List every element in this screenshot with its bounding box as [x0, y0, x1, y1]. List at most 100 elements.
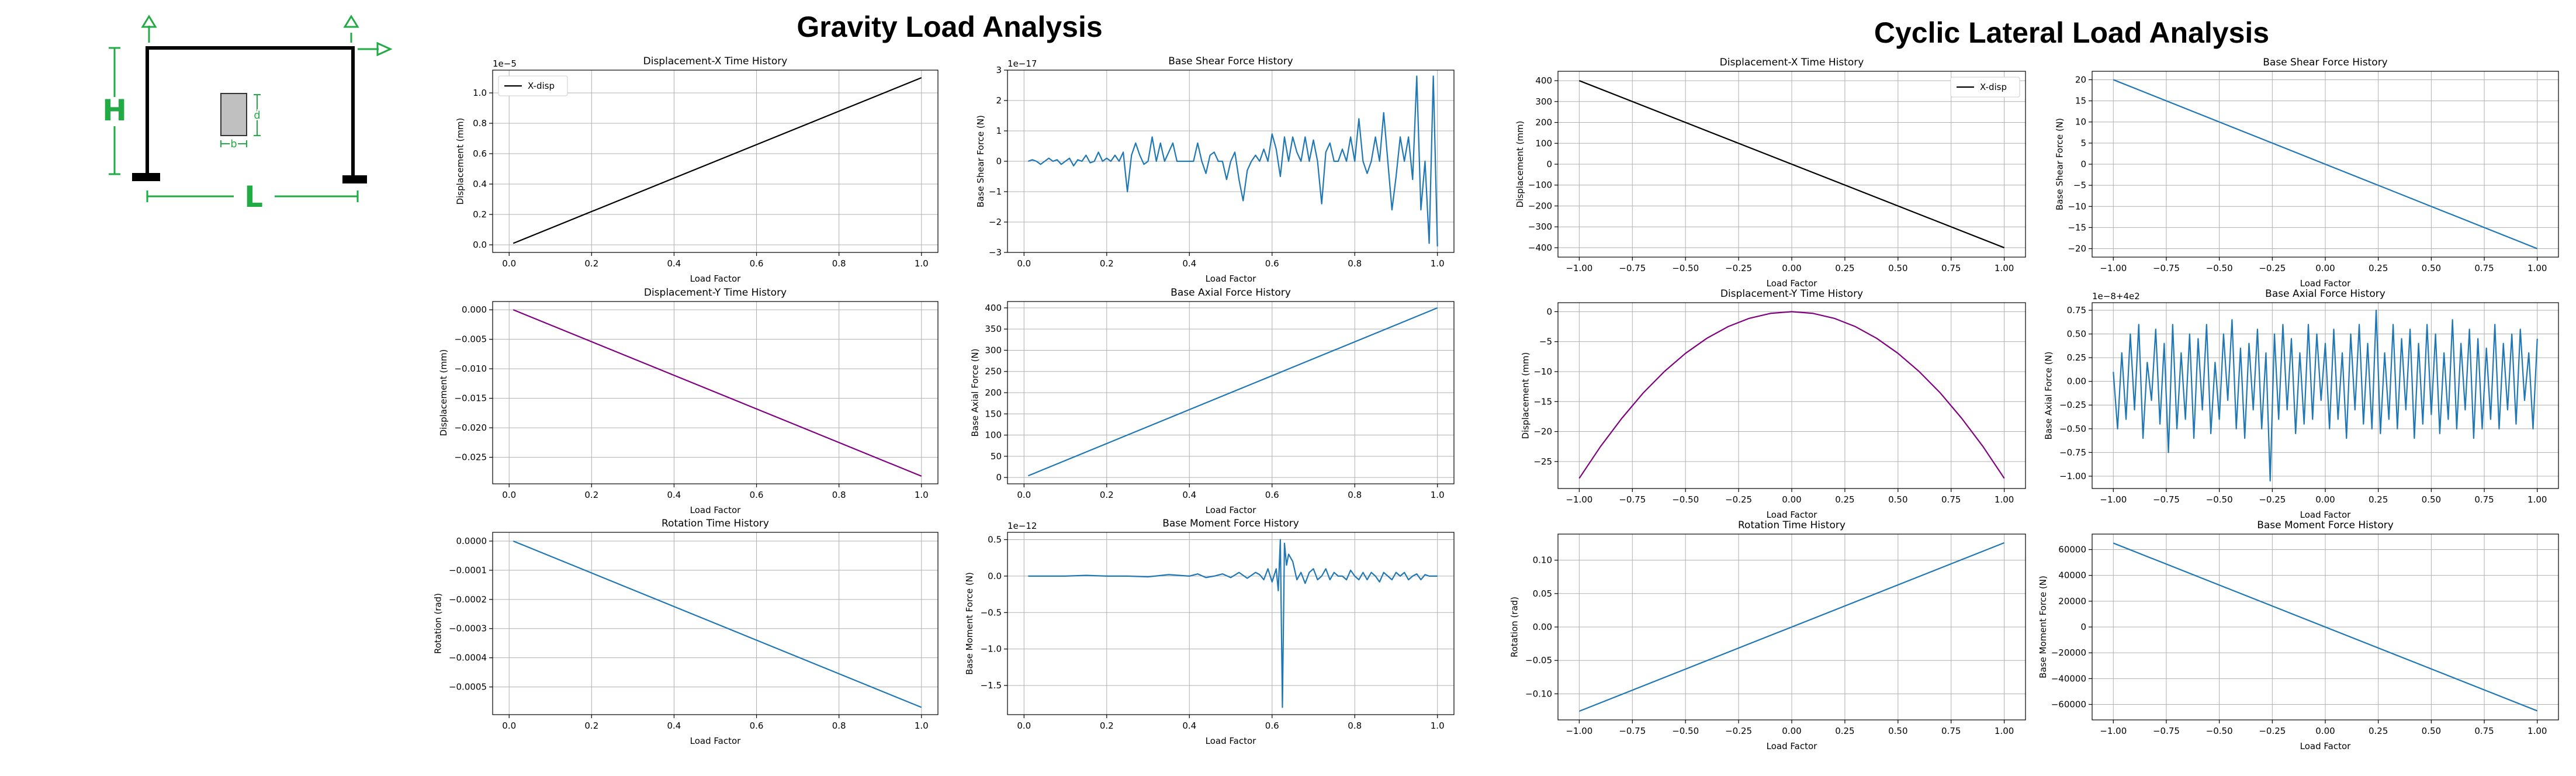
g-axial-ytick-label-1: 50: [991, 451, 1002, 462]
g-dispx-xlabel: Load Factor: [690, 273, 742, 284]
c-moment-ytick-label-0: −60000: [2051, 699, 2086, 710]
c-shear-ylabel: Base Shear Force (N): [2055, 118, 2065, 210]
g-moment-xtick-label-0: 0.0: [1017, 720, 1031, 731]
c-shear-ytick-label-1: −15: [2068, 222, 2086, 233]
g-rot-xtick-label-0: 0.0: [502, 720, 516, 731]
c-rot-xtick-label-3: −0.25: [1725, 726, 1752, 736]
c-moment-chart: −1.00 −0.75 −0.50 −0.25 0.00 0.25 0.50 0.75 1.00…: [2038, 519, 2559, 751]
support-right: [342, 175, 367, 183]
c-dispy-ytick-label-2: −10: [1533, 366, 1552, 377]
c-axial-ytick-label-2: −0.50: [2059, 424, 2086, 434]
c-shear-grid: [2092, 71, 2558, 257]
gravity-section-title: Gravity Load Analysis: [797, 11, 1102, 43]
g-dispx-axes-frame: [492, 70, 939, 253]
c-dispx-xtick-label-3: −0.25: [1725, 263, 1752, 273]
c-dispy-ytick-label-5: −25: [1533, 456, 1552, 467]
g-axial-grid: [1007, 302, 1454, 484]
g-dispy-ytick-label-2: −0.010: [454, 363, 487, 374]
c-rot-xtick-label-5: 0.25: [1835, 726, 1854, 736]
c-dispy-xtick-label-5: 0.25: [1835, 494, 1854, 505]
c-rot-xtick-label-8: 1.00: [1995, 726, 2014, 736]
c-moment-xlabel: Load Factor: [2300, 741, 2352, 751]
c-axial-ylabel: Base Axial Force (N): [2044, 351, 2054, 439]
g-shear-xtick-label-4: 0.8: [1348, 258, 1362, 269]
c-axial-ytick-label-5: 0.25: [2067, 352, 2086, 363]
c-shear-xtick-label-8: 1.00: [2527, 263, 2547, 273]
c-shear-xtick-label-3: −0.25: [2259, 263, 2286, 273]
g-dispx-ytick-label-4: 0.8: [473, 118, 487, 129]
c-moment-ytick-label-3: 0: [2080, 622, 2086, 632]
c-rot-series-0-line: [1578, 542, 2005, 712]
c-shear-ytick-label-2: −10: [2068, 201, 2086, 212]
c-dispy-grid: [1558, 303, 2026, 489]
g-dispx-title: Displacement-X Time History: [643, 56, 788, 67]
g-rot-ytick-label-1: −0.0001: [449, 565, 487, 576]
c-moment-xtick-label-3: −0.25: [2259, 726, 2286, 736]
c-rot-xtick-label-6: 0.50: [1888, 726, 1907, 736]
g-moment-ytick-label-0: −1.5: [981, 680, 1002, 691]
c-axial-title: Base Axial Force History: [2265, 288, 2385, 300]
g-dispx-ytick-label-5: 1.0: [473, 88, 487, 98]
c-dispx-ytick-label-0: −400: [1528, 243, 1552, 253]
c-dispy-xlabel: Load Factor: [1767, 510, 1818, 520]
c-axial-xtick-label-8: 1.00: [2527, 494, 2547, 505]
g-dispx-xtick-label-3: 0.6: [750, 258, 764, 269]
c-axial-xtick-label-3: −0.25: [2259, 494, 2286, 505]
g-dispx-legend-label: X-disp: [528, 81, 555, 91]
c-dispx-ytick-label-7: 300: [1535, 96, 1552, 107]
g-shear-xtick-label-3: 0.6: [1265, 258, 1279, 269]
g-rot-title: Rotation Time History: [662, 518, 769, 529]
g-axial-xtick-label-0: 0.0: [1017, 490, 1031, 500]
c-rot-ylabel: Rotation (rad): [1509, 597, 1520, 657]
c-axial-xtick-label-1: −0.75: [2153, 494, 2180, 505]
g-dispy-ytick-label-4: −0.020: [454, 422, 487, 433]
support-left: [132, 173, 160, 181]
c-dispx-ytick-label-2: −200: [1528, 200, 1552, 211]
c-shear-ytick-label-8: 20: [2075, 74, 2086, 85]
c-dispx-ytick-label-8: 400: [1535, 75, 1552, 86]
c-dispy-ytick-label-4: −20: [1533, 427, 1552, 437]
g-shear-chart: 0.0 0.2 0.4 0.6 0.8 1.0 −3 −2 −1 0 1 2 3 Base Shear F…: [975, 56, 1455, 284]
c-dispx-title: Displacement-X Time History: [1720, 57, 1864, 68]
c-shear-xtick-label-6: 0.50: [2422, 263, 2441, 273]
g-axial-ytick-label-4: 200: [985, 387, 1002, 398]
g-moment-offset-text: 1e−12: [1007, 521, 1037, 531]
g-dispy-xlabel: Load Factor: [690, 505, 742, 515]
c-rot-xtick-label-0: −1.00: [1566, 726, 1592, 736]
c-dispx-legend-box: [1950, 77, 2020, 98]
c-axial-xtick-label-2: −0.50: [2206, 494, 2233, 505]
c-shear-xlabel: Load Factor: [2300, 278, 2352, 289]
g-moment-axes-frame: [1007, 532, 1455, 715]
g-shear-xtick-label-5: 1.0: [1431, 258, 1445, 269]
c-dispy-xtick-label-0: −1.00: [1566, 494, 1592, 505]
g-rot-chart: 0.0 0.2 0.4 0.6 0.8 1.0 0.0000 −0.0001 −0.0002 −0…: [433, 518, 939, 746]
g-rot-xtick-label-5: 1.0: [915, 720, 929, 731]
g-dispy-ytick-label-3: −0.015: [454, 393, 487, 404]
c-shear-ytick-label-6: 10: [2075, 117, 2086, 127]
c-dispx-xtick-label-8: 1.00: [1995, 263, 2014, 273]
c-dispy-ytick-label-3: −15: [1533, 396, 1552, 407]
g-rot-xtick-label-4: 0.8: [832, 720, 846, 731]
c-rot-xtick-label-7: 0.75: [1941, 726, 1961, 736]
g-shear-xtick-label-1: 0.2: [1100, 258, 1114, 269]
c-axial-ytick-label-1: −0.75: [2059, 447, 2086, 458]
g-rot-ytick-label-5: −0.0005: [449, 682, 487, 692]
c-dispx-legend-label: X-disp: [1980, 82, 2007, 92]
c-dispy-xtick-label-8: 1.00: [1995, 494, 2014, 505]
c-dispx-ytick-label-5: 100: [1535, 138, 1552, 148]
g-shear-ytick-label-0: −3: [989, 247, 1002, 258]
g-axial-ytick-label-5: 250: [985, 366, 1002, 377]
c-moment-xtick-label-8: 1.00: [2527, 726, 2547, 736]
g-dispx-xtick-label-1: 0.2: [584, 258, 598, 269]
c-shear-xtick-label-7: 0.75: [2474, 263, 2494, 273]
depth-label: d: [254, 109, 260, 122]
g-dispx-grid: [493, 70, 938, 252]
c-dispy-xtick-label-7: 0.75: [1941, 494, 1961, 505]
c-dispx-grid: [1558, 71, 2026, 257]
g-shear-ytick-label-3: 0: [996, 156, 1002, 167]
g-moment-xtick-label-1: 0.2: [1100, 720, 1114, 731]
g-dispy-title: Displacement-Y Time History: [644, 287, 787, 299]
c-dispy-xtick-label-3: −0.25: [1725, 494, 1752, 505]
c-shear-title: Base Shear Force History: [2263, 57, 2388, 68]
g-moment-series-0-line: [1028, 539, 1438, 708]
